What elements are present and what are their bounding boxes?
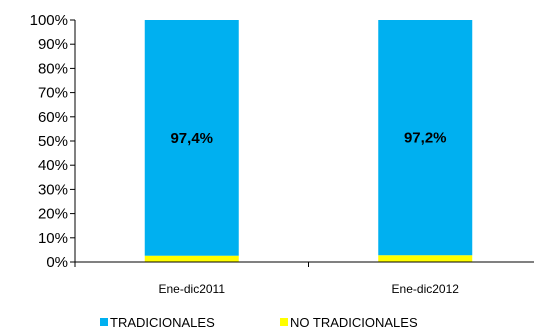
bar-segment [378,20,473,256]
bar-segment [144,20,239,256]
y-tick-label: 0% [46,254,68,271]
bars: 2,6%97,4%2,8%97,2% [144,20,473,262]
y-tick-label: 90% [38,36,68,53]
bar-segment [144,255,239,262]
y-tick-label: 100% [30,12,68,29]
legend-label: TRADICIONALES [110,315,215,330]
legend-swatch [100,318,108,326]
legend: TRADICIONALES NO TRADICIONALES [100,315,418,330]
data-label: 97,4% [170,130,213,147]
legend-swatch [280,318,288,326]
y-tick-label: 30% [38,181,68,198]
y-tick-label: 50% [38,133,68,150]
y-axis: 0% 10% 20% 30% 40% 50% 60% 70% 80% 90% 100% [30,12,76,271]
y-tick-label: 10% [38,230,68,247]
y-tick-label: 70% [38,85,68,102]
y-tick-label: 20% [38,206,68,223]
x-category-label: Ene-dic2011 [159,282,226,296]
y-tick-label: 80% [38,60,68,77]
y-tick-label: 40% [38,157,68,174]
x-category-label: Ene-dic2012 [392,282,460,296]
y-tick-label: 60% [38,109,68,126]
data-label: 97,2% [404,130,447,147]
x-axis: Ene-dic2011 Ene-dic2012 [74,261,534,296]
legend-label: NO TRADICIONALES [290,315,418,330]
bar-segment [378,255,473,262]
